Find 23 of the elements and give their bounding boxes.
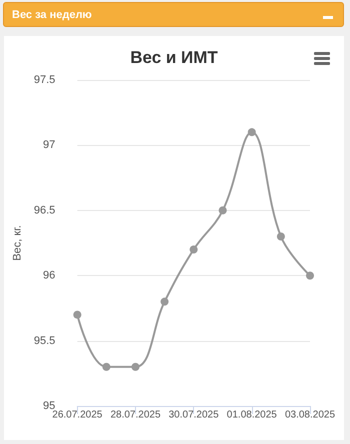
point <box>73 310 82 319</box>
x-tick-label: 01.08.2025 <box>226 410 278 420</box>
y-axis-title: Вес, кг. <box>12 225 24 261</box>
x-tick-label: 03.08.2025 <box>284 410 336 420</box>
y-tick-label: 96 <box>43 270 56 282</box>
chart-title: Вес и ИМТ <box>130 48 218 67</box>
text: Вес за неделю <box>12 9 92 21</box>
y-tick-label: 95 <box>43 400 56 412</box>
point <box>160 298 169 306</box>
y-tick-label: 97.5 <box>34 74 56 86</box>
point <box>190 246 198 254</box>
y-tick-label: 95.5 <box>34 334 56 347</box>
y-tick-label: 96.5 <box>34 204 56 216</box>
point <box>131 362 140 371</box>
x-tick-label: 26.07.2025 <box>52 410 103 420</box>
y-tick-label: 97 <box>43 139 56 152</box>
point <box>218 206 227 214</box>
point <box>276 232 285 240</box>
point <box>248 128 256 136</box>
x-tick-label: 30.07.2025 <box>168 410 220 420</box>
point <box>306 272 314 280</box>
point <box>102 362 110 371</box>
x-tick-label: 28.07.2025 <box>110 410 161 420</box>
